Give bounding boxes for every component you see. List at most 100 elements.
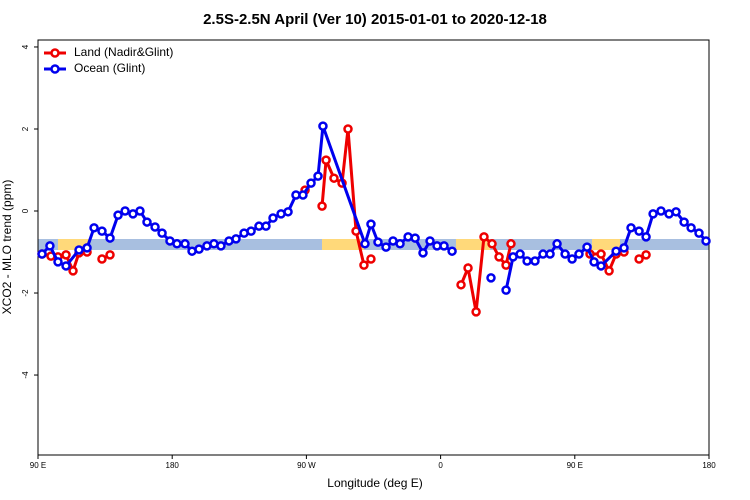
point	[552, 239, 562, 249]
point	[619, 243, 629, 253]
point	[97, 254, 107, 264]
point	[574, 249, 584, 259]
point	[634, 226, 644, 236]
point	[261, 221, 271, 231]
point	[611, 246, 621, 256]
y-tick-label: -2	[21, 289, 30, 297]
point	[701, 236, 711, 246]
point	[246, 226, 256, 236]
series-line	[41, 128, 647, 313]
point	[567, 254, 577, 264]
point	[686, 223, 696, 233]
point	[506, 239, 516, 249]
point	[596, 249, 606, 259]
y-tick-label: -4	[21, 371, 30, 379]
point	[306, 178, 316, 188]
point	[373, 237, 383, 247]
point	[410, 233, 420, 243]
point	[656, 206, 666, 216]
point	[694, 228, 704, 238]
point	[545, 249, 555, 259]
surface-band	[38, 239, 709, 250]
point	[360, 239, 370, 249]
legend-label: Ocean (Glint)	[74, 61, 145, 75]
point	[671, 207, 681, 217]
point	[589, 257, 599, 267]
x-axis-label: Longitude (deg E)	[327, 476, 422, 490]
point	[395, 239, 405, 249]
point	[596, 261, 606, 271]
point	[61, 250, 71, 260]
point	[150, 222, 160, 232]
point	[679, 217, 689, 227]
point	[74, 245, 84, 255]
legend-label: Land (Nadir&Glint)	[74, 45, 173, 59]
point	[329, 173, 339, 183]
point	[89, 223, 99, 233]
point	[135, 206, 145, 216]
point	[486, 273, 496, 283]
point	[298, 190, 308, 200]
point	[641, 232, 651, 242]
point	[641, 250, 651, 260]
point	[317, 201, 327, 211]
point	[216, 241, 226, 251]
point	[487, 239, 497, 249]
chart-title: 2.5S-2.5N April (Ver 10) 2015-01-01 to 2…	[203, 11, 547, 28]
point	[626, 223, 636, 233]
point	[522, 256, 532, 266]
point	[494, 252, 504, 262]
legend-marker	[50, 64, 60, 74]
point	[648, 209, 658, 219]
point	[501, 260, 511, 270]
point	[105, 233, 115, 243]
point	[439, 241, 449, 251]
y-tick-label: 4	[21, 44, 30, 49]
x-tick-label: 0	[438, 461, 443, 470]
point	[61, 261, 71, 271]
point	[68, 266, 78, 276]
point	[268, 213, 278, 223]
point	[560, 249, 570, 259]
point	[463, 263, 473, 273]
x-tick-label: 180	[702, 461, 716, 470]
y-axis-label: XCO2 - MLO trend (ppm)	[0, 180, 14, 315]
point	[359, 260, 369, 270]
point	[283, 207, 293, 217]
x-tick-label: 180	[166, 461, 180, 470]
plot-frame	[37, 39, 710, 456]
point	[447, 246, 457, 256]
point	[366, 219, 376, 229]
point	[634, 254, 644, 264]
point	[456, 280, 466, 290]
y-tick-label: 0	[21, 208, 30, 213]
point	[37, 249, 47, 259]
point	[157, 228, 167, 238]
point	[366, 254, 376, 264]
point	[381, 242, 391, 252]
point	[501, 285, 511, 295]
point	[172, 239, 182, 249]
point	[321, 155, 331, 165]
point	[313, 171, 323, 181]
point	[425, 236, 435, 246]
point	[105, 250, 115, 260]
point	[530, 256, 540, 266]
point	[515, 249, 525, 259]
point	[142, 217, 152, 227]
point	[471, 307, 481, 317]
x-tick-label: 90 E	[567, 461, 583, 470]
point	[180, 239, 190, 249]
point	[194, 244, 204, 254]
point	[53, 257, 63, 267]
x-tick-label: 90 W	[297, 461, 316, 470]
point	[113, 210, 123, 220]
point	[479, 232, 489, 242]
point	[82, 243, 92, 253]
point	[120, 206, 130, 216]
legend-marker	[50, 48, 60, 58]
point	[97, 226, 107, 236]
point	[318, 121, 328, 131]
point	[418, 248, 428, 258]
